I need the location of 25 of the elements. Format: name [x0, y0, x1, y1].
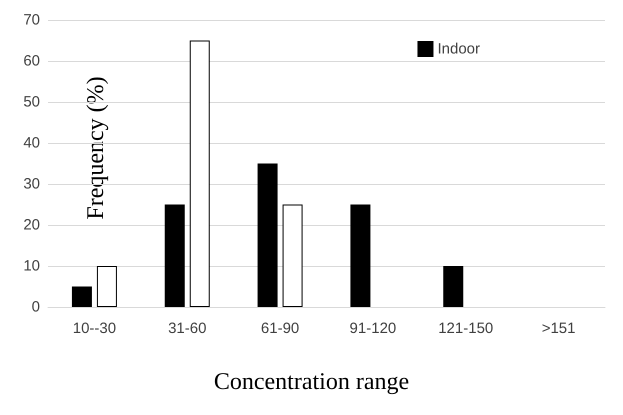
y-tick-label: 20 [23, 216, 40, 234]
x-tick-label: >151 [542, 320, 576, 337]
bar [443, 266, 464, 307]
y-tick-label: 10 [23, 258, 40, 274]
bar [96, 266, 117, 307]
x-tick-label: 91-120 [350, 320, 396, 337]
bar [282, 204, 303, 307]
y-tick-label: 60 [23, 52, 40, 70]
x-tick-label: 61-90 [260, 320, 300, 337]
x-tick-label: 121-150 [438, 320, 494, 337]
bar [258, 164, 278, 307]
x-tick-label: 31-60 [168, 320, 206, 337]
bar [164, 204, 185, 307]
x-axis-title: Concentration range [214, 369, 410, 395]
bar [350, 204, 370, 307]
y-tick-label: 50 [23, 94, 40, 110]
y-tick-label: 0 [32, 298, 40, 316]
x-tick-label: 10--30 [72, 320, 116, 337]
legend-label: Indoor [437, 40, 480, 58]
y-tick-label: 70 [23, 12, 40, 28]
y-axis-title: Frequency (%) [83, 76, 109, 220]
y-tick-label: 30 [23, 176, 40, 192]
y-tick-label: 40 [23, 134, 40, 152]
bar [190, 40, 210, 307]
bar [72, 286, 92, 307]
